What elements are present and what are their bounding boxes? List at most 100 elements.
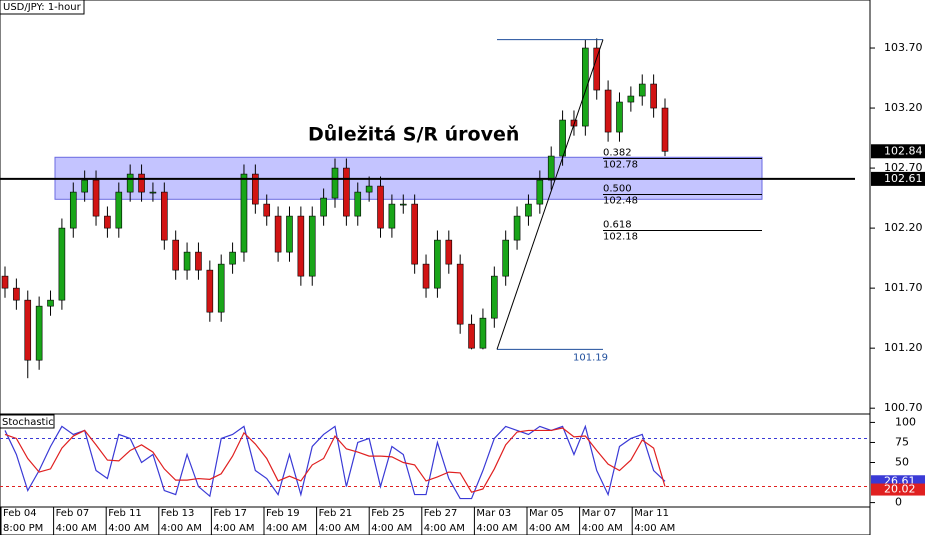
x-date-label: Mar 07 — [582, 508, 617, 519]
candle-body — [24, 299, 32, 361]
candle-body — [206, 269, 214, 313]
candle-body — [217, 263, 225, 313]
fib-ratio: 0.618 — [603, 220, 632, 231]
x-date-label: Feb 21 — [319, 508, 353, 519]
candle-body — [661, 107, 669, 152]
x-time-label: 4:00 AM — [371, 523, 412, 534]
candle-body — [172, 239, 179, 271]
candle-body — [58, 227, 66, 301]
candle-body — [297, 215, 305, 277]
candle-body — [525, 203, 532, 217]
candle-body — [365, 185, 373, 193]
y-tick-label: 102.70 — [884, 161, 923, 174]
price-box — [871, 171, 925, 186]
y-tick-label: 0 — [895, 496, 902, 509]
x-time-label: 4:00 AM — [108, 523, 149, 534]
y-tick-label: 102.20 — [884, 221, 923, 234]
value-box-label: 20.02 — [884, 483, 916, 496]
x-date-label: Mar 03 — [476, 508, 511, 519]
candle-body — [434, 239, 441, 289]
fib-price: 102.18 — [603, 232, 638, 243]
y-tick-label: 100 — [895, 415, 916, 428]
price-box — [871, 144, 925, 159]
candle-body — [604, 89, 612, 133]
candle-body — [81, 179, 88, 193]
candle-body — [468, 323, 475, 349]
candle-body — [126, 173, 134, 193]
y-tick-label: 50 — [895, 456, 909, 469]
candle-body — [195, 251, 202, 271]
candle-body — [547, 155, 555, 181]
candle-body — [13, 287, 20, 301]
candle-body — [161, 191, 168, 241]
y-tick-label: 103.20 — [884, 101, 923, 114]
candle-body — [388, 203, 396, 229]
fib-trend — [496, 39, 604, 350]
x-date-label: Feb 04 — [3, 508, 37, 519]
candle-body — [1, 275, 9, 289]
x-date-label: Feb 17 — [213, 508, 247, 519]
candle-body — [331, 167, 339, 199]
candle-body — [399, 203, 407, 206]
fib-low-label: 101.19 — [573, 352, 608, 363]
x-time-label: 4:00 AM — [56, 523, 97, 534]
candle-body — [536, 179, 544, 205]
candle-body — [627, 95, 635, 103]
y-tick-label: 101.20 — [884, 341, 923, 354]
candle-body — [582, 47, 589, 127]
title-box — [0, 414, 55, 429]
x-time-label: 4:00 AM — [476, 523, 517, 534]
title-box — [0, 0, 85, 15]
candle-body — [377, 185, 384, 229]
candle-body — [240, 173, 248, 253]
candle-body — [456, 263, 464, 325]
value-box — [871, 483, 925, 496]
candle-body — [229, 251, 236, 265]
candle-body — [138, 173, 145, 193]
pane-title: Stochastic — [2, 417, 54, 428]
candle-body — [308, 215, 316, 277]
chart-title: USD/JPY: 1-hour — [3, 2, 82, 13]
candle-body — [274, 215, 282, 253]
candle-body — [320, 197, 327, 217]
fib-price: 102.48 — [603, 195, 638, 206]
x-time-label: 4:00 AM — [161, 523, 202, 534]
x-time-label: 8:00 PM — [3, 523, 43, 534]
frame — [0, 0, 871, 535]
candle-body — [445, 239, 453, 265]
x-date-label: Feb 19 — [266, 508, 300, 519]
candle-body — [559, 119, 566, 157]
stoch-line — [4, 427, 666, 493]
x-time-label: 4:00 AM — [634, 523, 675, 534]
y-tick-label: 101.70 — [884, 281, 923, 294]
fib-price: 102.78 — [603, 159, 638, 170]
y-tick-label: 75 — [895, 435, 909, 448]
candle-body — [149, 191, 157, 194]
x-time-label: 4:00 AM — [582, 523, 623, 534]
x-date-label: Mar 05 — [529, 508, 564, 519]
x-time-label: 4:00 AM — [424, 523, 465, 534]
candle-body — [69, 191, 77, 229]
fib-ratio: 0.500 — [603, 183, 632, 194]
candle-body — [183, 251, 191, 271]
candle-body — [343, 167, 350, 217]
x-time-label: 4:00 AM — [529, 523, 570, 534]
candle-body — [479, 317, 487, 349]
fib-ratio: 0.382 — [603, 147, 632, 158]
x-date-label: Feb 25 — [371, 508, 405, 519]
y-tick-label: 100.70 — [884, 401, 923, 414]
x-date-label: Feb 11 — [108, 508, 142, 519]
x-time-label: 4:00 AM — [213, 523, 254, 534]
candle-body — [263, 203, 271, 217]
candle-body — [502, 239, 509, 277]
x-time-label: 4:00 AM — [266, 523, 307, 534]
x-date-label: Feb 13 — [161, 508, 195, 519]
candle-body — [252, 173, 259, 205]
x-date-label: Mar 11 — [634, 508, 669, 519]
candle-body — [411, 203, 418, 265]
annotation: Důležitá S/R úroveň — [308, 123, 519, 146]
candle-body — [104, 215, 111, 229]
candle-body — [422, 263, 430, 289]
candle-body — [92, 179, 100, 217]
